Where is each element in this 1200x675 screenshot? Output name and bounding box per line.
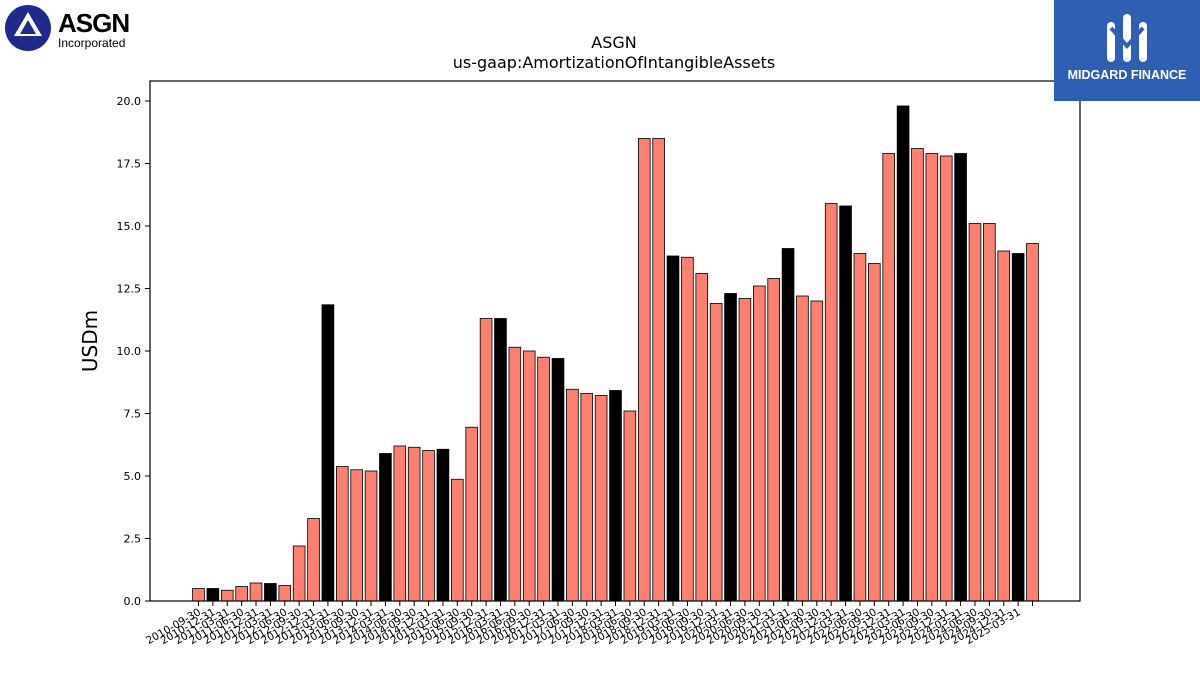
bar <box>292 545 306 602</box>
asgn-emblem-icon <box>5 5 51 51</box>
y-tick-label: 5.0 <box>124 470 142 483</box>
y-tick-label: 0.0 <box>124 595 142 608</box>
bar <box>436 448 450 602</box>
bar <box>1011 253 1025 602</box>
bar <box>465 426 478 602</box>
bar <box>997 250 1011 602</box>
plot-frame <box>149 80 1081 602</box>
asgn-logo: ASGN Incorporated <box>4 4 144 54</box>
bar <box>810 300 824 602</box>
bar <box>422 450 435 602</box>
chart-title: ASGN <box>591 33 636 52</box>
bar <box>307 518 320 602</box>
bar <box>594 395 608 602</box>
bar <box>911 148 924 602</box>
y-tick-label: 2.5 <box>124 533 142 546</box>
bar <box>666 255 680 602</box>
bar <box>451 478 464 602</box>
bar <box>508 346 522 602</box>
bar <box>335 466 349 602</box>
bar <box>954 153 967 602</box>
y-tick-label: 7.5 <box>124 408 142 421</box>
bar <box>781 248 795 602</box>
bar <box>580 393 594 602</box>
bar <box>278 585 292 602</box>
bar <box>623 410 637 602</box>
y-tick-label: 10.0 <box>117 345 142 358</box>
bar <box>882 153 895 602</box>
bar <box>968 223 982 602</box>
bar <box>652 138 665 602</box>
y-tick-label: 20.0 <box>117 95 142 108</box>
bar <box>321 304 335 602</box>
bar <box>695 273 709 602</box>
bar <box>206 588 220 602</box>
bars-group <box>192 105 1039 602</box>
bar <box>637 138 651 602</box>
bar <box>522 350 536 602</box>
midgard-logo-name: MIDGARD FINANCE <box>1067 68 1187 82</box>
bar <box>350 469 363 602</box>
bar <box>551 358 565 602</box>
bar <box>896 105 910 602</box>
bar <box>724 293 737 602</box>
bar <box>393 445 407 602</box>
bar <box>738 298 752 602</box>
asgn-logo-subtitle: Incorporated <box>58 36 126 50</box>
bar <box>753 285 766 602</box>
bar <box>220 589 234 602</box>
y-axis-label: USDm <box>78 310 102 372</box>
bar <box>868 263 881 602</box>
bar <box>379 453 392 602</box>
bar <box>681 256 694 602</box>
bar <box>709 303 723 602</box>
bar <box>983 223 996 602</box>
chart-subtitle: us-gaap:AmortizationOfIntangibleAssets <box>453 53 775 72</box>
bar <box>1026 243 1039 602</box>
bar <box>537 356 550 602</box>
bar <box>192 588 205 602</box>
bar <box>853 253 867 602</box>
y-tick-label: 12.5 <box>117 283 142 296</box>
y-tick-label: 15.0 <box>117 220 142 233</box>
bar <box>235 586 248 602</box>
bar <box>609 390 622 602</box>
bar <box>796 295 809 602</box>
bar <box>767 278 780 602</box>
bar <box>407 446 421 602</box>
y-tick-label: 17.5 <box>117 158 142 171</box>
bar <box>494 318 507 602</box>
bar <box>939 155 953 602</box>
midgard-emblem-icon <box>1107 14 1147 62</box>
bar <box>839 205 852 602</box>
bar <box>249 582 263 602</box>
asgn-logo-name: ASGN <box>58 8 130 38</box>
bar <box>566 388 579 602</box>
x-axis: 2010-09-302010-12-312011-03-312011-06-30… <box>144 601 1033 647</box>
y-axis: 0.0 2.5 5.0 7.5 10.0 12.5 15.0 17.5 20.0 <box>117 95 150 608</box>
bar <box>479 318 493 602</box>
bar <box>824 203 838 602</box>
midgard-finance-logo: MIDGARD FINANCE <box>1054 0 1200 101</box>
bar <box>264 583 277 602</box>
bar <box>364 470 378 602</box>
bar <box>925 153 939 602</box>
